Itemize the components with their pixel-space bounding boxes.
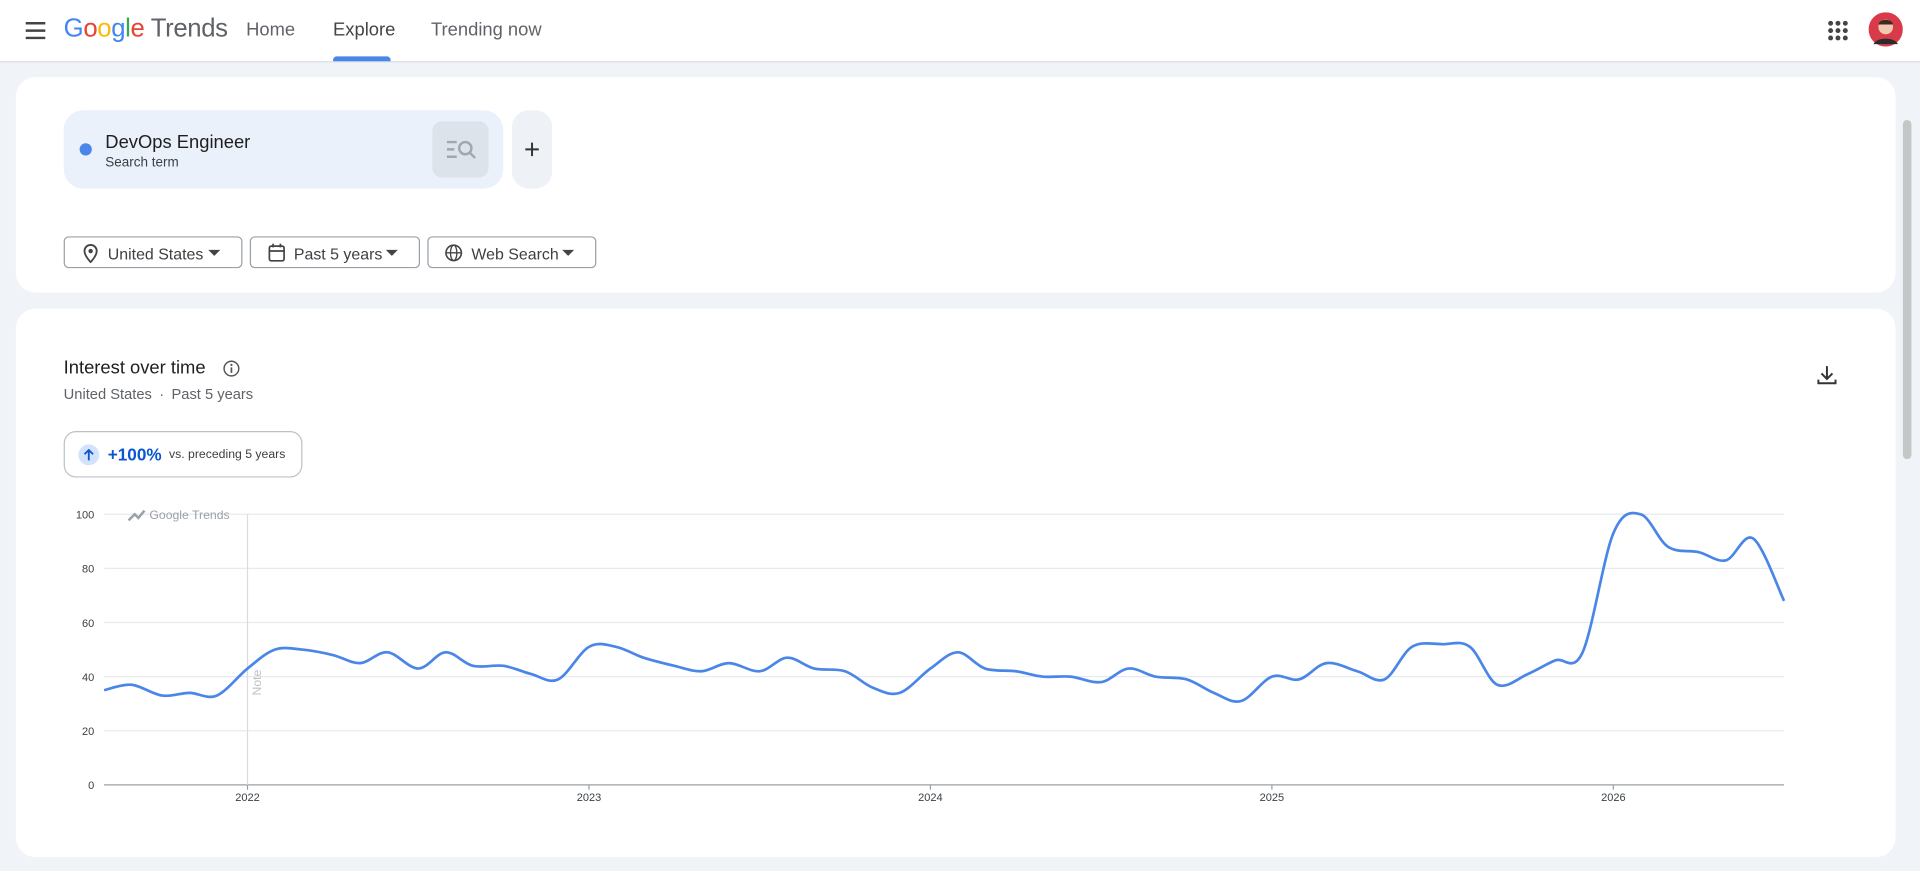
search-term-chip[interactable]: DevOps Engineer Search term [63,110,504,189]
apps-button[interactable] [1827,20,1849,42]
term-name: DevOps Engineer [105,132,251,154]
nav-explore[interactable]: Explore [333,19,396,41]
up-arrow-icon [78,444,100,466]
time-filter[interactable]: Past 5 years [249,236,421,269]
panel-title: Interest over time [63,357,206,379]
subtitle-location: United States [63,385,152,403]
subtitle-time: Past 5 years [152,386,253,403]
account-avatar[interactable] [1868,12,1903,47]
search-icon-button[interactable] [432,121,489,178]
download-button[interactable] [1817,365,1837,386]
add-term-button[interactable] [511,110,553,189]
location-filter[interactable]: United States [63,236,243,269]
brand-google: Google [63,14,145,43]
dropdown-caret [208,249,221,256]
top-bar: Google Trends Home Explore Trending now [0,0,1920,63]
property-filter[interactable]: Web Search [427,236,597,269]
location-icon [83,243,98,264]
change-badge: +100% vs. preceding 5 years [63,431,303,478]
info-icon[interactable] [223,360,240,377]
dropdown-caret [385,249,398,256]
nav-home[interactable]: Home [246,19,296,41]
term-kind: Search term [105,155,179,171]
interest-card [15,308,1896,858]
brand[interactable]: Google Trends [64,15,228,44]
dropdown-caret [562,249,575,256]
filter-label: United States [107,244,204,264]
term-color-dot [79,143,92,156]
menu-button[interactable] [23,18,47,42]
globe-icon [445,244,463,262]
nav-trending[interactable]: Trending now [431,19,542,41]
brand-product: Trends [150,14,228,43]
nav-active-indicator [333,56,391,62]
scrollbar-thumb[interactable] [1902,120,1912,460]
filter-label: Past 5 years [293,244,383,264]
calendar-icon [268,243,285,262]
filter-label: Web Search [471,244,559,264]
change-note: vs. preceding 5 years [168,448,286,462]
change-value: +100% [107,444,162,465]
